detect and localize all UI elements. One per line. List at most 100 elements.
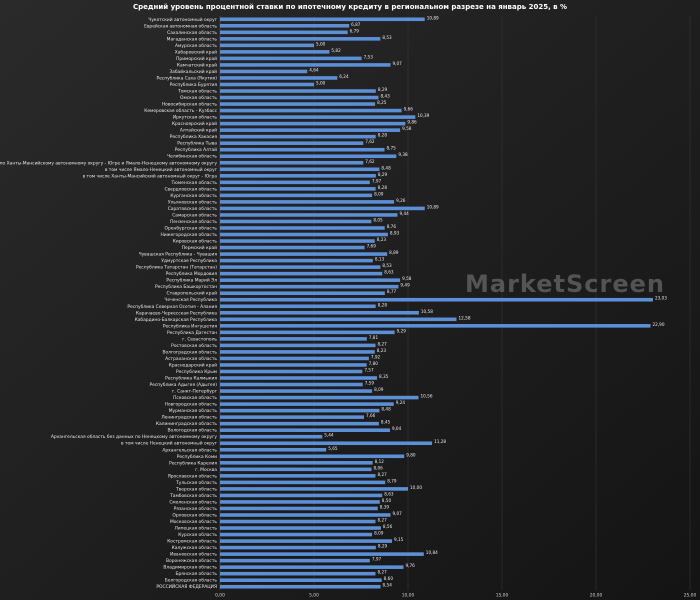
category-label: в том числе Ненецкий автономный округ bbox=[121, 440, 218, 447]
category-label: Костромская область bbox=[167, 538, 217, 545]
bar bbox=[220, 89, 376, 93]
bar bbox=[220, 402, 394, 406]
bar bbox=[220, 278, 401, 282]
value-label: 8,53 bbox=[382, 263, 392, 268]
bar bbox=[220, 428, 390, 432]
value-label: 8,48 bbox=[381, 407, 391, 412]
bar bbox=[220, 552, 424, 556]
bar bbox=[220, 571, 376, 576]
category-label: Калужская область bbox=[172, 544, 218, 551]
value-label: 8,09 bbox=[374, 531, 384, 536]
value-label: 8,29 bbox=[378, 87, 388, 92]
category-label: Брянская область bbox=[175, 570, 217, 577]
bar bbox=[220, 539, 393, 543]
value-label: 8,09 bbox=[374, 191, 384, 196]
value-label: 11,28 bbox=[434, 439, 446, 444]
bar bbox=[220, 441, 433, 446]
category-label: Иркутская область bbox=[173, 114, 218, 121]
category-label: Республика Марий Эл bbox=[166, 277, 217, 284]
category-label: Республика Алтай bbox=[175, 146, 217, 153]
value-label: 8,79 bbox=[387, 478, 397, 483]
bar bbox=[220, 115, 416, 119]
category-label: Республика Мордовия bbox=[166, 270, 218, 277]
bar bbox=[220, 408, 380, 413]
bar bbox=[220, 461, 373, 465]
category-label: Тюменская область без данных по Ханты-Ма… bbox=[0, 159, 217, 166]
value-label: 9,04 bbox=[392, 426, 402, 431]
value-label: 7,97 bbox=[372, 178, 382, 183]
value-label: 9,49 bbox=[400, 283, 410, 288]
bar bbox=[220, 356, 369, 361]
category-label: РОССИЙСКАЯ ФЕДЕРАЦИЯ bbox=[156, 583, 217, 590]
category-label: Волгоградская область bbox=[162, 348, 217, 355]
value-label: 10,00 bbox=[410, 485, 422, 490]
bar bbox=[220, 134, 376, 139]
category-label: Курская область bbox=[178, 531, 217, 538]
category-label: Республика Адыгея (Адыгея) bbox=[150, 381, 218, 388]
value-label: 9,38 bbox=[398, 152, 408, 157]
category-label: Оренбургская область bbox=[165, 224, 218, 231]
category-label: Новгородская область bbox=[165, 401, 218, 408]
category-label: Республика Хакасия bbox=[170, 133, 218, 140]
category-label: Архангельская область без данных по Нене… bbox=[51, 433, 218, 440]
value-label: 8,13 bbox=[375, 257, 385, 262]
value-label: 9,58 bbox=[402, 126, 412, 131]
value-label: 5,00 bbox=[316, 41, 326, 46]
value-label: 5,44 bbox=[324, 433, 334, 438]
value-label: 8,23 bbox=[377, 237, 387, 242]
category-label: Еврейская автономная область bbox=[144, 22, 217, 29]
category-label: Новосибирская область bbox=[162, 101, 218, 108]
category-label: Республика Карелия bbox=[169, 459, 217, 466]
bar bbox=[220, 69, 308, 74]
bar bbox=[220, 232, 388, 237]
x-tick-label: 10,00 bbox=[402, 593, 415, 599]
category-label: Орловская область bbox=[172, 511, 217, 518]
category-label: Республика Калмыкия bbox=[165, 375, 217, 382]
value-label: 8,50 bbox=[382, 498, 392, 503]
bar bbox=[220, 154, 397, 159]
category-label: Кемеровская область - Кузбасс bbox=[144, 107, 217, 114]
value-label: 8,63 bbox=[384, 270, 394, 275]
bar bbox=[220, 43, 314, 48]
bar bbox=[220, 337, 367, 341]
value-label: 7,53 bbox=[364, 54, 374, 59]
value-label: 23,03 bbox=[655, 296, 667, 301]
value-label: 8,60 bbox=[384, 576, 394, 581]
category-label: Свердловская область bbox=[164, 185, 217, 192]
bar bbox=[220, 558, 370, 563]
value-label: 8,27 bbox=[377, 341, 387, 346]
x-tick-label: 5,00 bbox=[309, 593, 319, 599]
bar bbox=[220, 226, 385, 230]
category-label: Ивановская область bbox=[170, 551, 217, 558]
value-label: 7,80 bbox=[369, 361, 379, 366]
x-tick-label: 20,00 bbox=[590, 593, 603, 599]
category-label: Карачаево-Черкесская Республика bbox=[136, 309, 217, 316]
bar bbox=[220, 102, 376, 106]
bar bbox=[220, 454, 405, 459]
bar bbox=[220, 82, 314, 87]
category-label: Ставропольский край bbox=[167, 290, 218, 297]
bar bbox=[220, 467, 372, 472]
value-label: 7,62 bbox=[365, 139, 375, 144]
category-label: Калининградская область bbox=[156, 420, 218, 427]
bar bbox=[220, 389, 373, 393]
value-label: 22,90 bbox=[653, 322, 665, 327]
category-label: Тюменская область bbox=[170, 179, 217, 186]
bar bbox=[220, 239, 375, 243]
bar bbox=[220, 382, 363, 387]
category-label: Хабаровский край bbox=[175, 48, 217, 55]
x-tick-label: 15,00 bbox=[496, 593, 509, 599]
category-label: Республика Тыва bbox=[177, 140, 217, 147]
category-label: Ростовская область bbox=[171, 342, 217, 349]
bar bbox=[220, 376, 377, 380]
category-label: Московская область bbox=[170, 518, 217, 525]
bar bbox=[220, 23, 350, 28]
category-label: Республика Северная Осетия - Алания bbox=[127, 303, 217, 310]
x-tick-label: 0,00 bbox=[215, 593, 225, 599]
value-label: 5,82 bbox=[331, 48, 341, 53]
bar bbox=[220, 343, 376, 348]
category-label: Ульяновская область bbox=[168, 198, 218, 205]
bar bbox=[220, 265, 381, 269]
value-label: 9,24 bbox=[396, 400, 406, 405]
category-label: Мурманская область bbox=[169, 407, 218, 414]
